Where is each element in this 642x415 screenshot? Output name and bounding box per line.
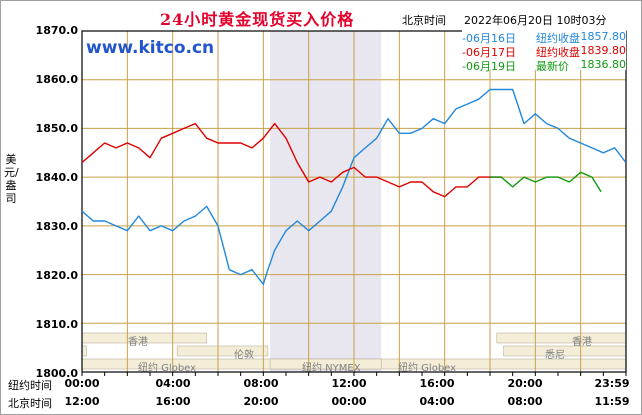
bj-tick: 12:00 bbox=[64, 395, 100, 408]
ny-tick: 08:00 bbox=[243, 377, 279, 390]
ny-time-row-label: 纽约时间 bbox=[8, 379, 52, 392]
series-line-3 bbox=[490, 171, 602, 193]
y-tick-label: 1820.0 bbox=[35, 269, 78, 282]
ny-tick: 20:00 bbox=[507, 377, 543, 390]
bj-tick: 16:00 bbox=[155, 395, 191, 408]
nymex-session-band bbox=[270, 31, 382, 372]
ny-tick: 23:59 bbox=[594, 377, 630, 390]
ny-tick: 16:00 bbox=[419, 377, 455, 390]
market-session-bar bbox=[269, 358, 382, 370]
legend-date: -06月19日 bbox=[462, 60, 516, 73]
site-watermark: www.kitco.cn bbox=[86, 38, 215, 58]
market-label-hongkong: 香港 bbox=[128, 337, 148, 348]
ny-tick: 04:00 bbox=[155, 377, 191, 390]
y-tick-label: 1800.0 bbox=[35, 367, 78, 380]
market-label-london: 伦敦 bbox=[234, 350, 254, 361]
timezone-label: 北京时间 bbox=[402, 14, 446, 27]
market-label-sydney: 悉尼 bbox=[545, 350, 565, 361]
y-axis-label: 美元/盎司 bbox=[4, 153, 19, 205]
legend-date: -06月16日 bbox=[462, 32, 516, 45]
y-tick-label: 1830.0 bbox=[35, 220, 78, 233]
bj-tick: 20:00 bbox=[243, 395, 279, 408]
ny-tick: 12:00 bbox=[331, 377, 367, 390]
market-session-bar bbox=[496, 332, 627, 344]
legend-item-jun17: -06月17日 纽约收盘 1839.80 bbox=[462, 44, 627, 59]
market-label-globex: 纽约 Globex bbox=[138, 363, 197, 374]
y-tick-label: 1870.0 bbox=[35, 24, 78, 37]
legend-date: -06月17日 bbox=[462, 46, 516, 59]
legend-item-jun16: -06月16日 纽约收盘 1857.80 bbox=[462, 30, 627, 45]
bj-time-row-label: 北京时间 bbox=[8, 397, 52, 410]
market-session-bar bbox=[81, 345, 87, 357]
market-session-bar bbox=[176, 345, 269, 357]
y-tick-label: 1850.0 bbox=[35, 122, 78, 135]
chart-title: 24小时黄金现货买入价格 bbox=[160, 10, 355, 29]
market-label-globex-2: 纽约 Globex bbox=[398, 363, 457, 374]
bj-tick: 08:00 bbox=[507, 395, 543, 408]
legend-label: 纽约收盘 bbox=[536, 32, 580, 45]
ny-tick: 00:00 bbox=[64, 377, 100, 390]
market-label-nymex: 纽约 NYMEX bbox=[302, 363, 361, 374]
legend-item-jun19: -06月19日 最新价 1836.80 bbox=[462, 58, 627, 73]
y-tick-label: 1860.0 bbox=[35, 73, 78, 86]
legend-label: 纽约收盘 bbox=[536, 46, 580, 59]
y-tick-label: 1810.0 bbox=[35, 318, 78, 331]
series-line-1 bbox=[81, 88, 627, 285]
market-label-hongkong-2: 香港 bbox=[572, 337, 592, 348]
bj-tick: 00:00 bbox=[331, 395, 367, 408]
bj-tick: 04:00 bbox=[419, 395, 455, 408]
legend-value: 1836.80 bbox=[580, 58, 627, 71]
legend-value: 1857.80 bbox=[580, 30, 627, 43]
legend: -06月16日 纽约收盘 1857.80 -06月17日 纽约收盘 1839.8… bbox=[462, 30, 627, 73]
current-datetime: 2022年06月20日 10时03分 bbox=[464, 14, 607, 27]
y-tick-label: 1840.0 bbox=[35, 171, 78, 184]
legend-label: 最新价 bbox=[536, 60, 569, 73]
legend-value: 1839.80 bbox=[580, 44, 627, 57]
series-line-2 bbox=[81, 122, 502, 198]
bj-tick: 11:59 bbox=[594, 395, 630, 408]
